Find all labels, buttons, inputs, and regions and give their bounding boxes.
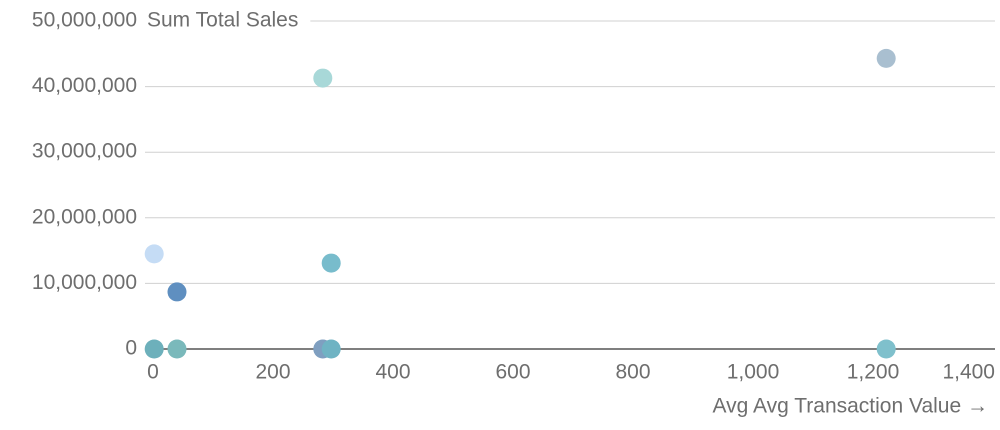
- point: [167, 282, 187, 302]
- x-tick-label: 1,400: [942, 361, 995, 384]
- x-tick-label: 0: [147, 361, 159, 384]
- x-tick-label: 600: [495, 361, 530, 384]
- y-axis-label: Sum Total Sales: [147, 9, 298, 32]
- point: [167, 339, 187, 359]
- point: [144, 339, 164, 359]
- x-axis-label: Avg Avg Transaction Value →: [712, 395, 988, 418]
- y-tick-label: 30,000,000: [32, 140, 137, 163]
- y-tick-label: 0: [125, 337, 137, 360]
- point: [144, 244, 164, 264]
- point: [321, 253, 341, 273]
- y-tick-label: 10,000,000: [32, 271, 137, 294]
- y-tick-label: 40,000,000: [32, 74, 137, 97]
- y-tick-label: 20,000,000: [32, 205, 137, 228]
- point: [876, 48, 896, 68]
- x-tick-label: 800: [615, 361, 650, 384]
- point: [876, 339, 896, 359]
- x-tick-label: 1,000: [727, 361, 780, 384]
- x-tick-label: 1,200: [847, 361, 900, 384]
- x-tick-label: 400: [375, 361, 410, 384]
- point: [321, 339, 341, 359]
- y-tick-label: 50,000,000: [32, 9, 137, 32]
- point: [313, 68, 333, 88]
- x-tick-label: 200: [255, 361, 290, 384]
